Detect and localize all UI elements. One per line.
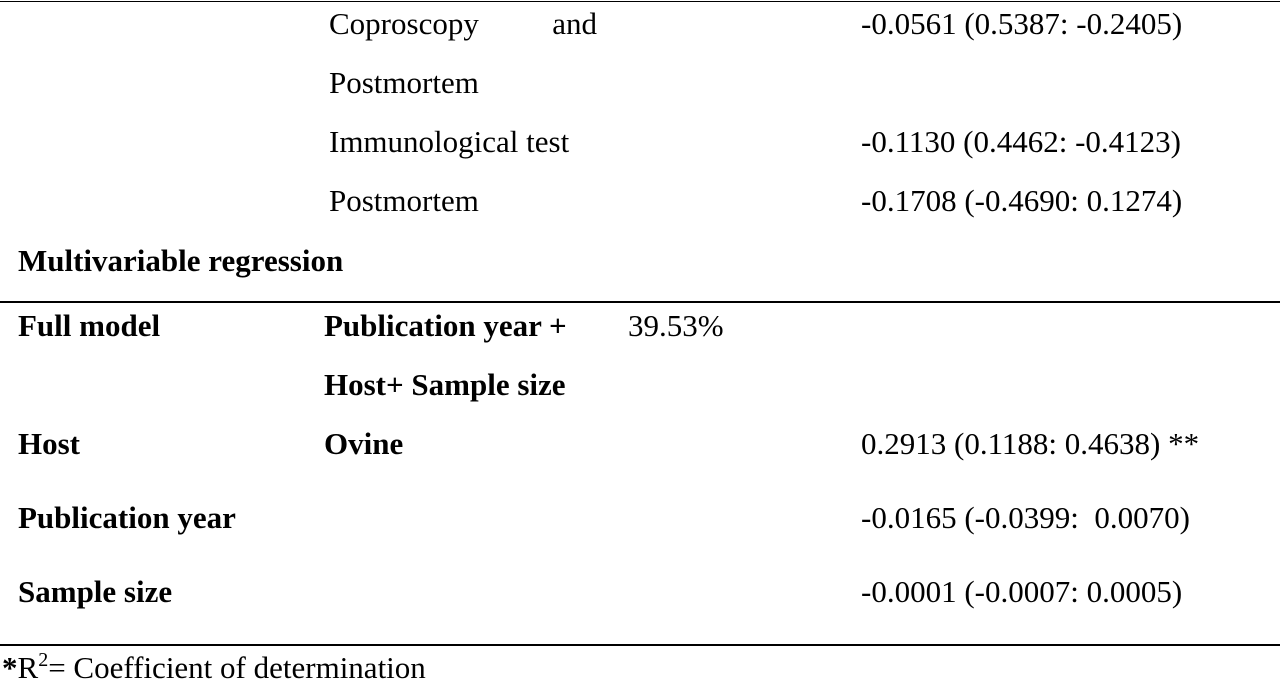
- row-coproscopy-label-line2: Postmortem: [329, 65, 479, 100]
- row-immunological-value: -0.1130 (0.4462: -0.4123): [861, 124, 1182, 159]
- table-bottom-rule: [0, 644, 1280, 646]
- sample-size-value: -0.0001 (-0.0007: 0.0005): [861, 574, 1183, 609]
- footnote-star: *: [2, 650, 18, 685]
- host-level: Ovine: [324, 426, 404, 461]
- full-model-terms-line2: Host+ Sample size: [324, 367, 566, 402]
- row-coproscopy-value: -0.0561 (0.5387: -0.2405): [861, 6, 1183, 41]
- and-word: and: [552, 6, 597, 41]
- footnote-superscript: 2: [38, 649, 49, 671]
- coproscopy-word: Coproscopy: [329, 6, 479, 41]
- full-model-label: Full model: [18, 308, 161, 343]
- host-value: 0.2913 (0.1188: 0.4638) **: [861, 426, 1200, 461]
- row-immunological-label: Immunological test: [329, 124, 570, 159]
- section-title-multivariable: Multivariable regression: [18, 243, 344, 278]
- full-model-r2: 39.53%: [628, 308, 724, 343]
- sample-size-label: Sample size: [18, 574, 173, 609]
- publication-year-label: Publication year: [18, 500, 236, 535]
- full-model-terms-line1: Publication year +: [324, 308, 567, 343]
- row-postmortem-label: Postmortem: [329, 183, 479, 218]
- footnote-r: R: [17, 650, 39, 685]
- host-label: Host: [18, 426, 80, 461]
- publication-year-value: -0.0165 (-0.0399: 0.0070): [861, 500, 1190, 535]
- footnote-text: = Coefficient of determination: [48, 650, 426, 685]
- row-coproscopy-label-line1: Coproscopy and: [329, 8, 597, 39]
- section-rule: [0, 301, 1280, 303]
- footnote: *R2= Coefficient of determination: [2, 649, 426, 685]
- table-top-rule: [0, 1, 1280, 2]
- row-postmortem-value: -0.1708 (-0.4690: 0.1274): [861, 183, 1183, 218]
